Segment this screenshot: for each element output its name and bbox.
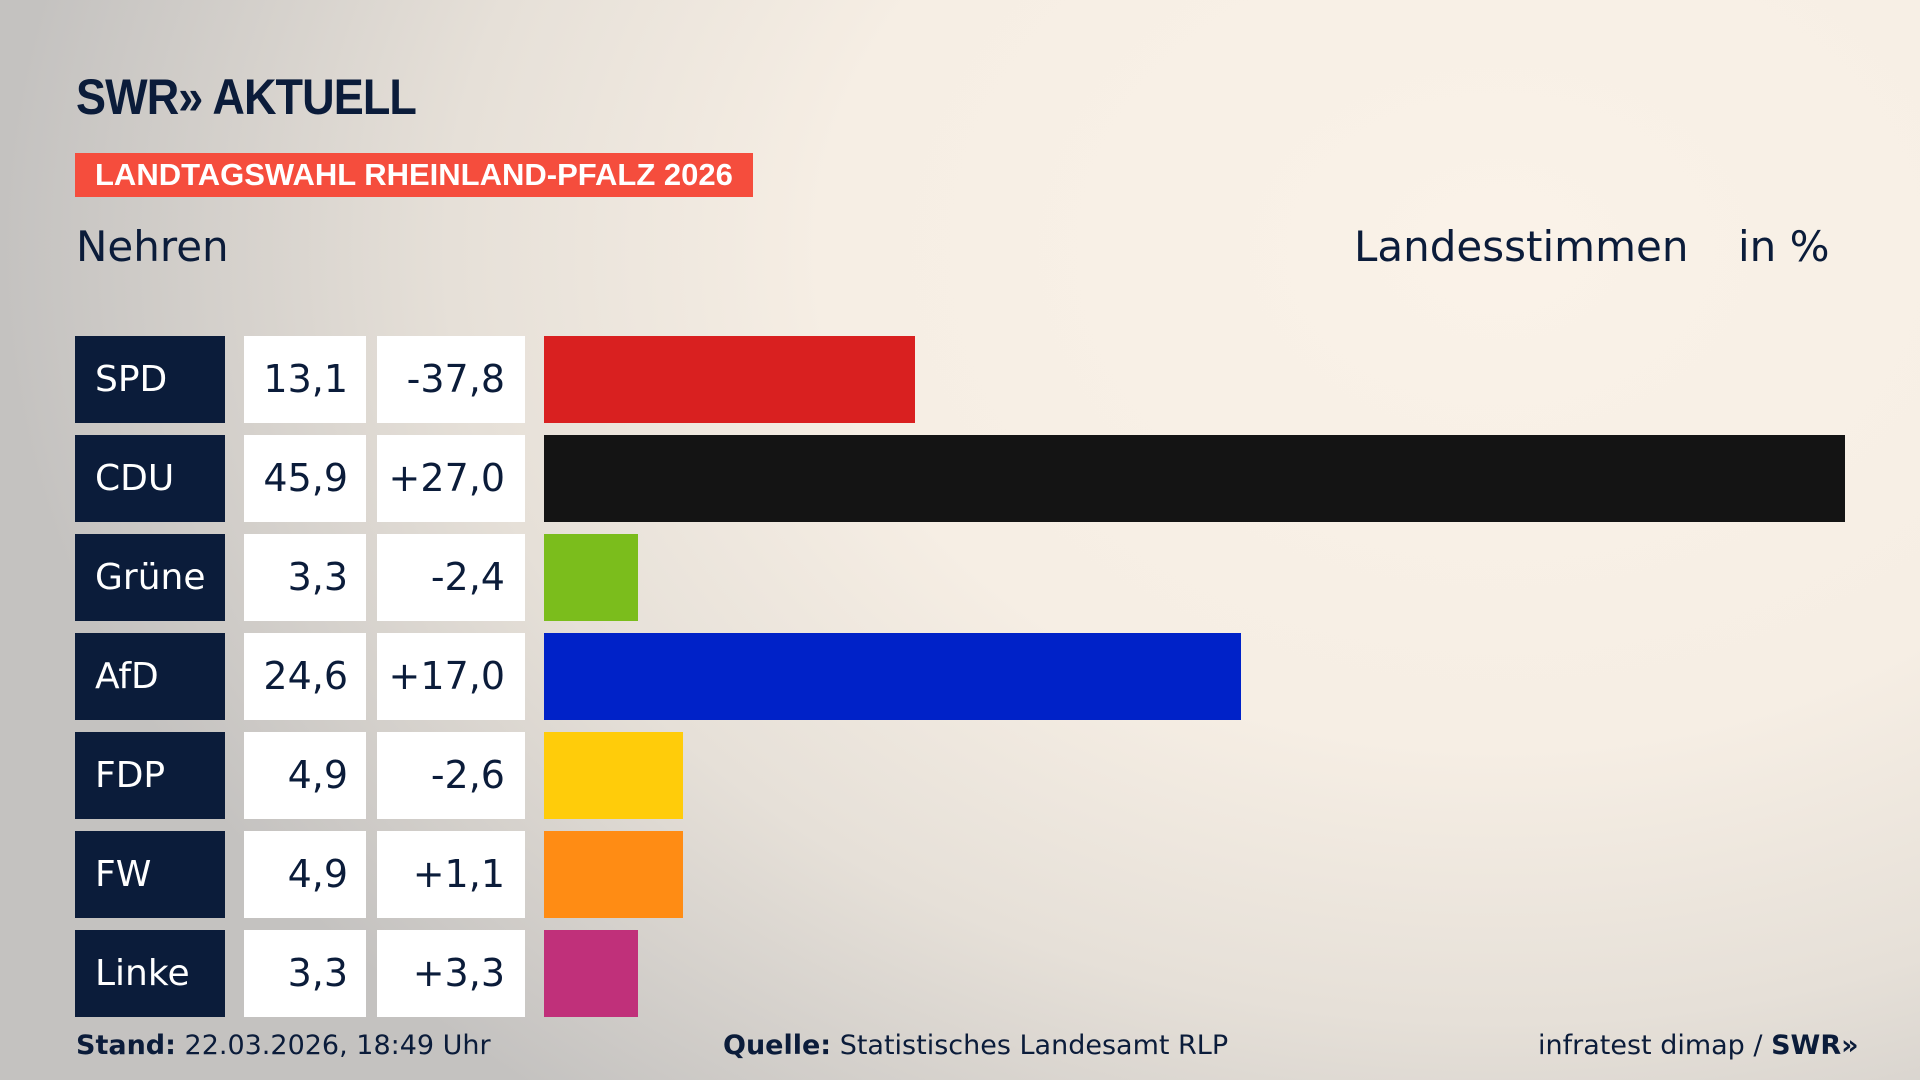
source-label: Quelle: — [723, 1030, 832, 1061]
stand-label: Stand: — [76, 1030, 176, 1061]
place-title: Nehren — [76, 222, 229, 271]
unit-label: in % — [1738, 222, 1830, 271]
vote-change: +27,0 — [377, 435, 525, 522]
bar-afd — [544, 633, 1242, 720]
party-label: FDP — [75, 732, 225, 819]
party-label: FW — [75, 831, 225, 918]
party-row: Linke 3,3 +3,3 — [75, 930, 1855, 1017]
bar-grüne — [544, 534, 638, 621]
bar-fw — [544, 831, 683, 918]
party-label: Grüne — [75, 534, 225, 621]
vote-share: 4,9 — [244, 831, 366, 918]
vote-change: -2,4 — [377, 534, 525, 621]
stand-value: 22.03.2026, 18:49 Uhr — [184, 1030, 491, 1061]
source: Quelle: Statistisches Landesamt RLP — [723, 1030, 1228, 1061]
vote-share: 3,3 — [244, 534, 366, 621]
party-row: Grüne 3,3 -2,4 — [75, 534, 1855, 621]
vote-share: 45,9 — [244, 435, 366, 522]
vote-share: 3,3 — [244, 930, 366, 1017]
election-banner: LANDTAGSWAHL RHEINLAND-PFALZ 2026 — [75, 153, 753, 197]
party-row: SPD 13,1 -37,8 — [75, 336, 1855, 423]
party-row: AfD 24,6 +17,0 — [75, 633, 1855, 720]
header-label: Landesstimmen — [1354, 222, 1689, 271]
vote-share: 24,6 — [244, 633, 366, 720]
vote-change: -37,8 — [377, 336, 525, 423]
vote-share: 4,9 — [244, 732, 366, 819]
party-row: FDP 4,9 -2,6 — [75, 732, 1855, 819]
vote-change: -2,6 — [377, 732, 525, 819]
vote-share: 13,1 — [244, 336, 366, 423]
stand: Stand: 22.03.2026, 18:49 Uhr — [76, 1030, 491, 1061]
vote-change: +1,1 — [377, 831, 525, 918]
party-label: AfD — [75, 633, 225, 720]
party-label: SPD — [75, 336, 225, 423]
party-row: CDU 45,9 +27,0 — [75, 435, 1855, 522]
swr-aktuell-logo: SWR» AKTUELL — [76, 69, 417, 125]
credit: infratest dimap / SWR» — [1538, 1030, 1859, 1061]
party-row: FW 4,9 +1,1 — [75, 831, 1855, 918]
bar-cdu — [544, 435, 1845, 522]
credit-text: infratest dimap / — [1538, 1030, 1763, 1061]
party-label: CDU — [75, 435, 225, 522]
bar-linke — [544, 930, 638, 1017]
vote-change: +17,0 — [377, 633, 525, 720]
bar-fdp — [544, 732, 683, 819]
source-value: Statistisches Landesamt RLP — [839, 1030, 1229, 1061]
swr-logo: SWR» — [1771, 1030, 1859, 1061]
party-label: Linke — [75, 930, 225, 1017]
bar-spd — [544, 336, 916, 423]
vote-change: +3,3 — [377, 930, 525, 1017]
